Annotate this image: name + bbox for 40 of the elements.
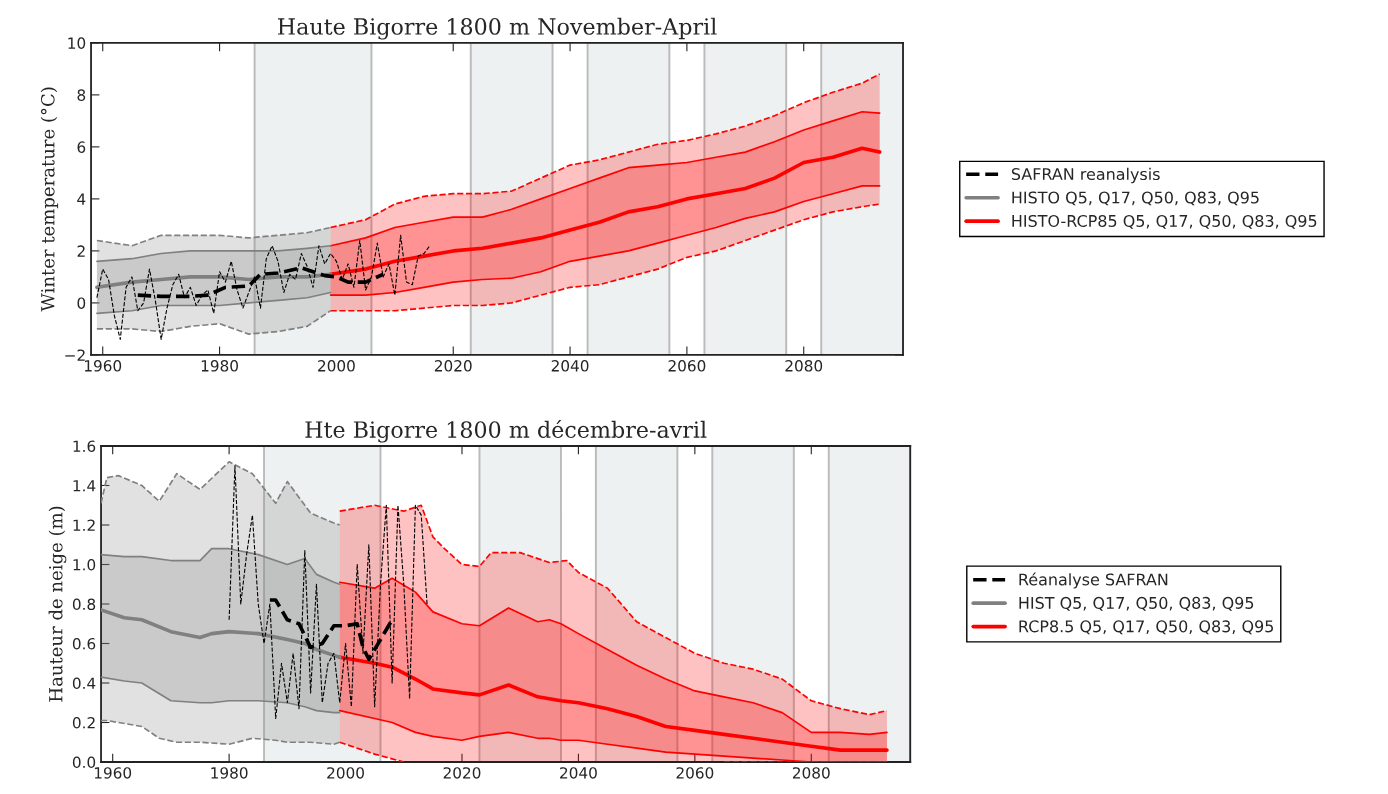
legend-label: Réanalyse SAFRAN: [1019, 572, 1168, 589]
y-tick-label: 0.4: [72, 677, 96, 690]
x-tick-label: 2080: [785, 360, 823, 372]
y-tick-label: 1.6: [73, 440, 96, 453]
x-tick-label: 2060: [676, 767, 714, 779]
y-tick-label: 0.0: [72, 756, 96, 769]
y-tick-label: 0.6: [72, 637, 96, 650]
x-tick-label: 1980: [201, 360, 238, 372]
x-tick-label: 1980: [211, 767, 248, 779]
x-tick-label: 2080: [792, 767, 830, 779]
y-axis-title: Hauteur de neige (m): [48, 506, 67, 702]
legend-label: SAFRAN reanalysis: [1011, 167, 1160, 184]
y-tick-label: 4: [77, 193, 86, 205]
y-tick-label: 1.4: [73, 480, 96, 492]
chart-title: Haute Bigorre 1800 m November-April: [277, 17, 717, 40]
y-tick-label: 1.0: [73, 558, 96, 571]
x-tick-label: 2020: [434, 360, 472, 372]
x-tick-label: 2000: [327, 767, 364, 779]
x-tick-label: 2060: [668, 360, 706, 372]
y-tick-label: 8: [77, 89, 86, 101]
y-tick-label: 0.2: [72, 716, 95, 729]
x-tick-label: 2040: [560, 767, 597, 779]
legend-label: HISTO Q5, Q17, Q50, Q83, Q95: [1012, 191, 1259, 206]
y-tick-label: 6: [77, 141, 86, 153]
y-tick-label: 0: [77, 297, 86, 309]
x-tick-label: 2000: [318, 360, 355, 372]
legend-label: HISTO-RCP85 Q5, Q17, Q50, Q83, Q95: [1012, 214, 1317, 229]
y-tick-label: −2: [65, 349, 85, 361]
chart-title: Hte Bigorre 1800 m décembre-avril: [305, 419, 707, 443]
x-tick-label: 2020: [443, 767, 481, 779]
legend-label: HIST Q5, Q17, Q50, Q83, Q95: [1019, 596, 1254, 611]
x-tick-label: 2040: [551, 360, 589, 372]
y-tick-label: 0.8: [72, 598, 96, 611]
legend-label: RCP8.5 Q5, Q17, Q50, Q83, Q95: [1019, 620, 1273, 635]
x-tick-label: 1960: [94, 767, 132, 779]
y-tick-label: 2: [77, 245, 85, 257]
y-axis-title: Winter temperature (°C): [40, 87, 59, 312]
x-tick-label: 1960: [84, 360, 122, 372]
y-tick-label: 1.2: [73, 519, 95, 531]
y-tick-label: 10: [68, 37, 86, 49]
